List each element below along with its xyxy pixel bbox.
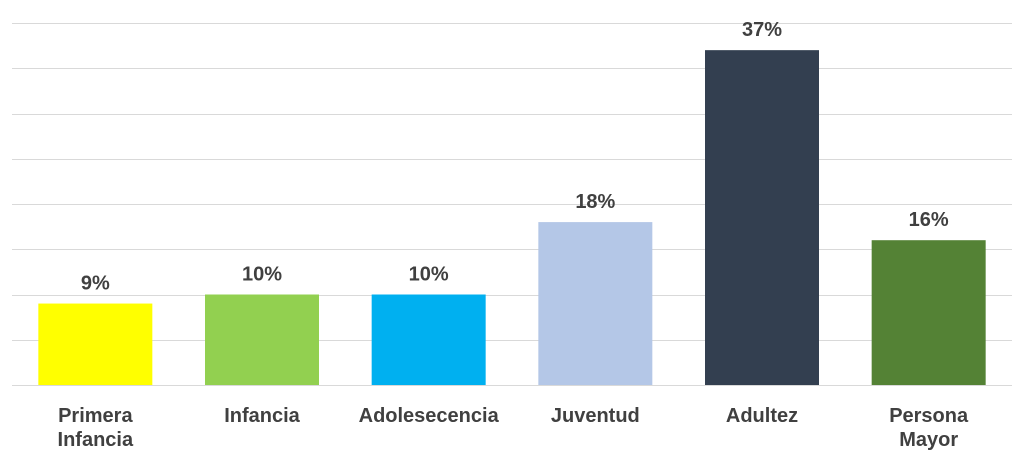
bar — [205, 294, 319, 385]
data-label: 10% — [409, 264, 449, 286]
bar — [371, 294, 486, 385]
bar — [871, 240, 986, 385]
category-label: Primera Infancia — [58, 405, 134, 451]
bar — [705, 50, 819, 386]
category-label: Adultez — [726, 405, 798, 427]
category-labels: Primera Infancia Infancia Adolesecencia Juve… — [58, 405, 969, 451]
gridlines — [12, 23, 1012, 386]
data-label: 37% — [742, 19, 782, 41]
data-label: 18% — [575, 191, 615, 213]
data-label: 9% — [81, 273, 110, 295]
data-label: 10% — [242, 264, 282, 286]
data-label: 16% — [909, 209, 949, 231]
category-label: Adolesecencia — [359, 405, 500, 427]
data-labels: 9% 10% 10% 18% 37% 16% — [81, 19, 949, 294]
category-label: Juventud — [551, 405, 640, 427]
bar — [38, 303, 153, 385]
bar — [538, 222, 653, 385]
bars — [38, 50, 986, 386]
category-label: Infancia — [224, 405, 300, 427]
category-label: Persona Mayor — [889, 405, 969, 451]
